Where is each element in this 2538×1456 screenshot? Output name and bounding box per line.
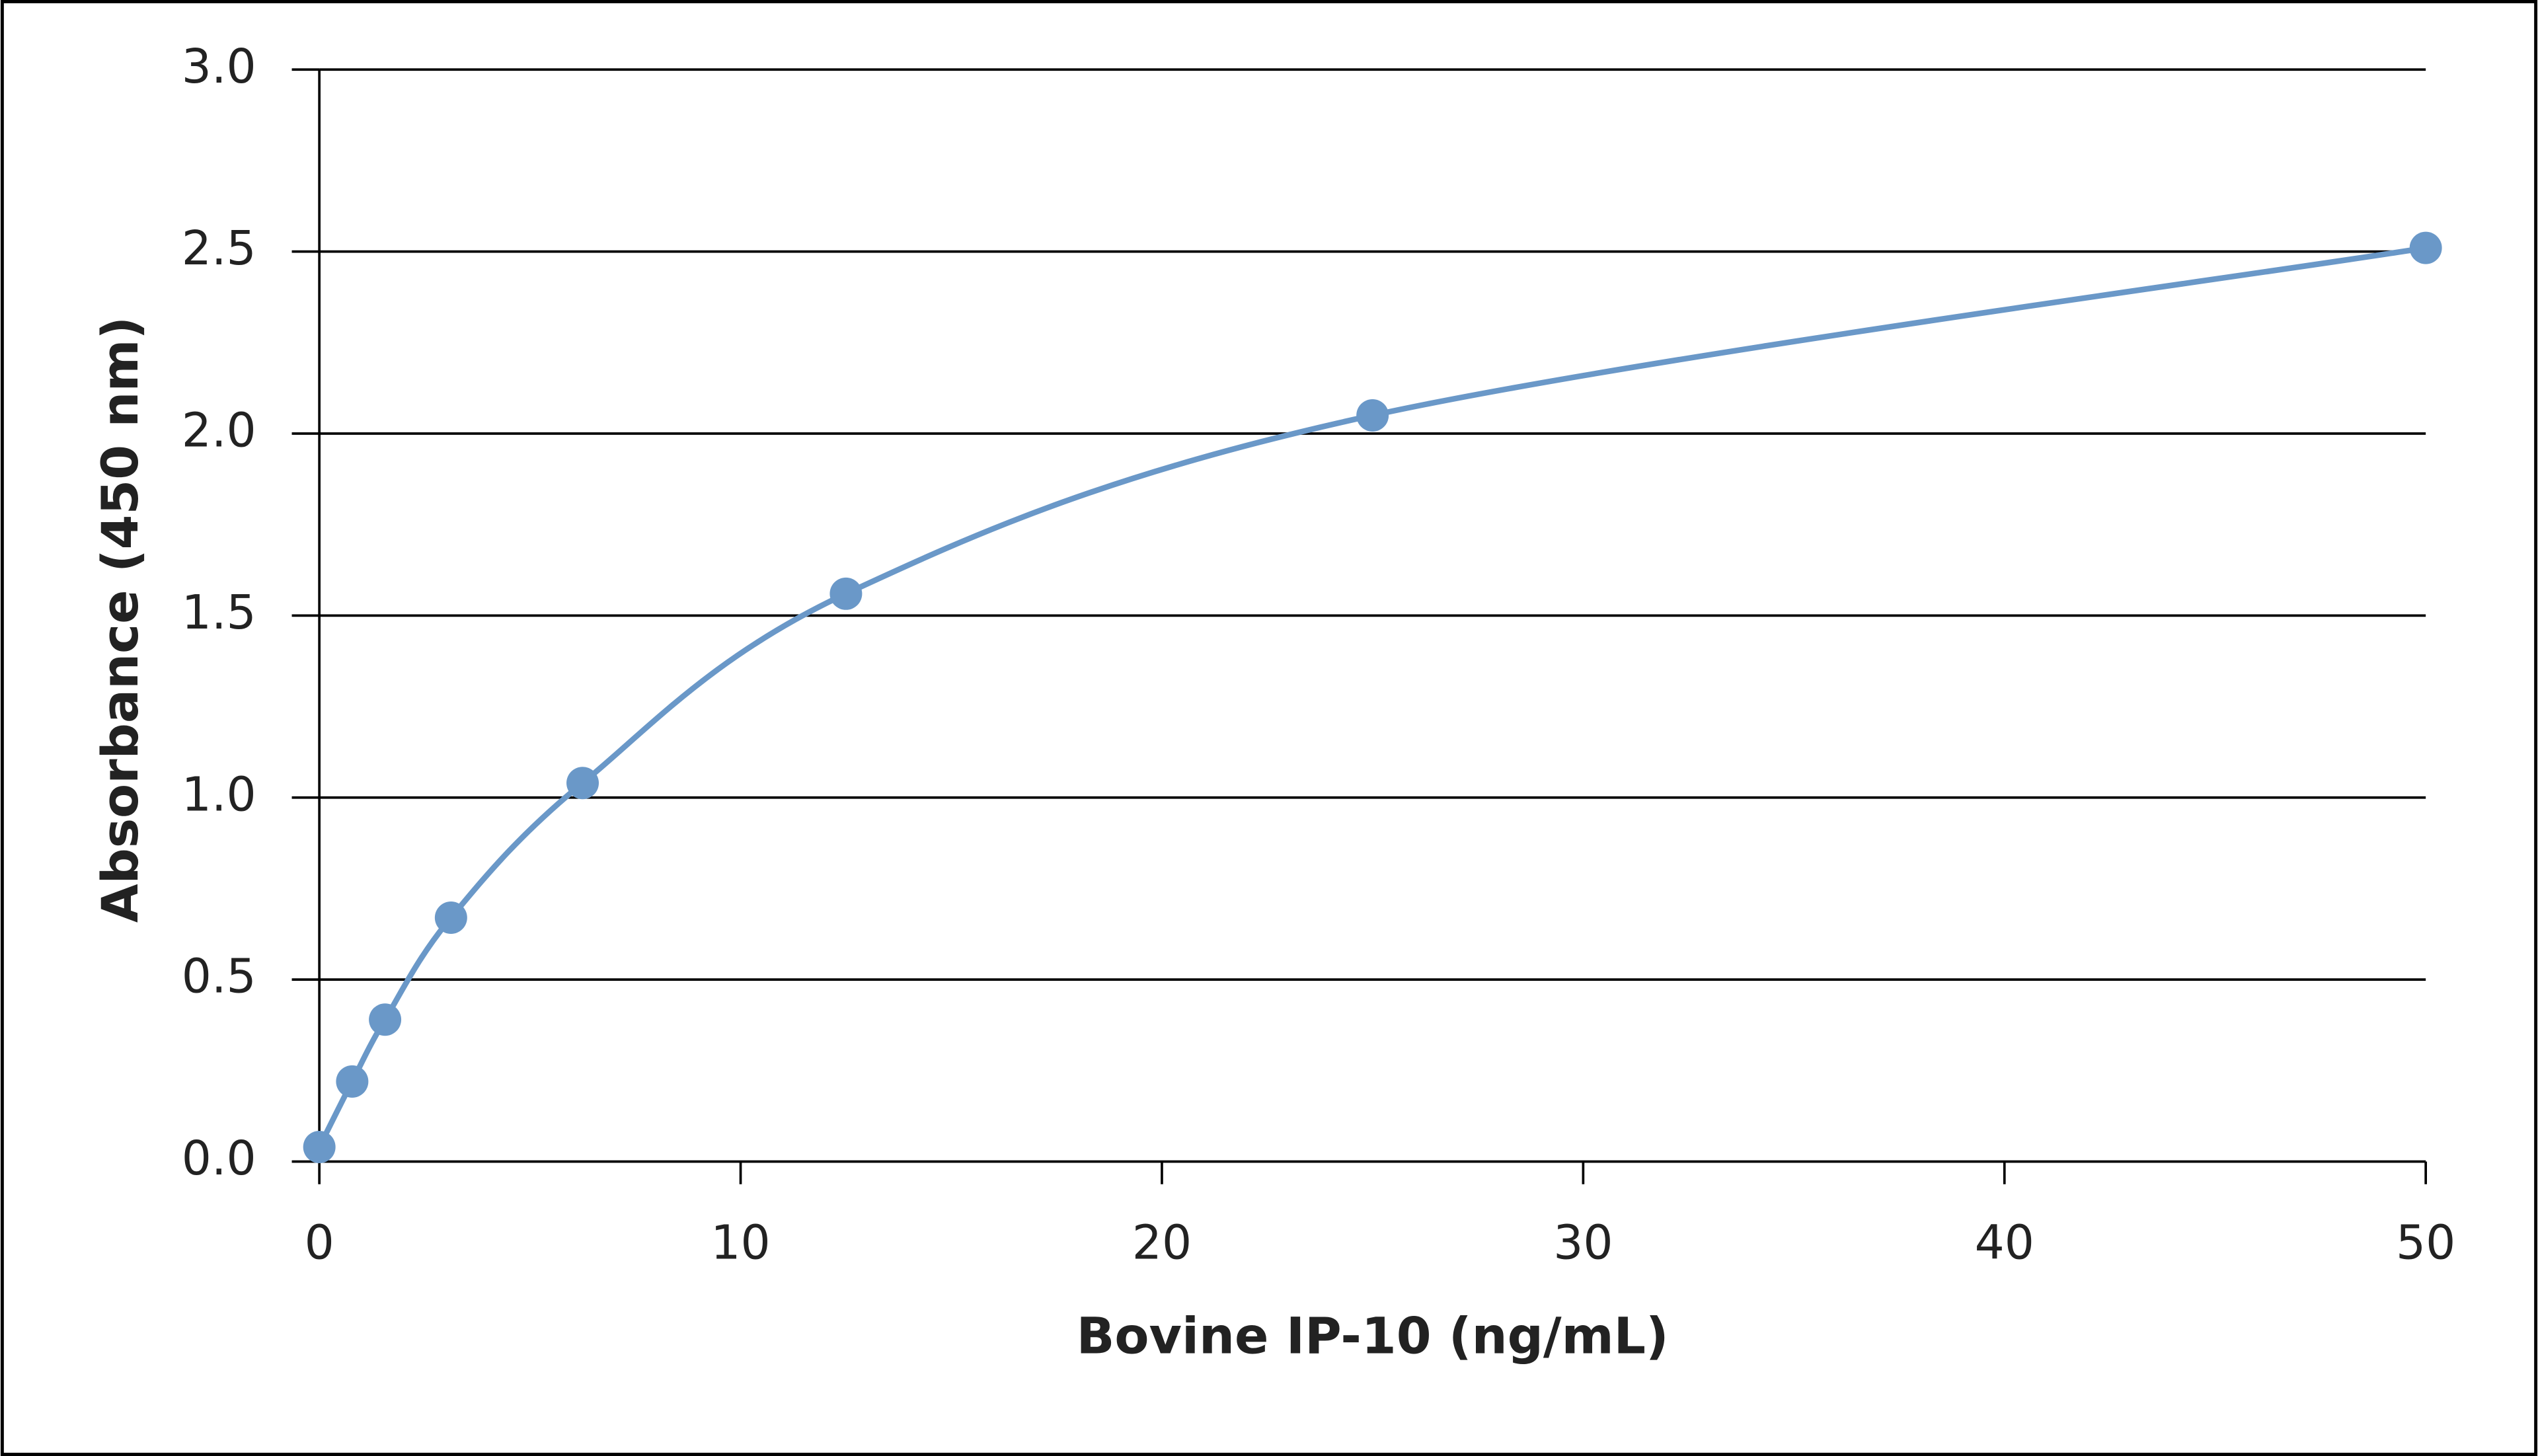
x-tick-label: 20	[1132, 1215, 1192, 1270]
data-point	[829, 577, 863, 610]
data-point	[566, 767, 599, 800]
x-tick-label: 10	[711, 1215, 770, 1270]
data-point	[336, 1065, 369, 1098]
data-point	[303, 1130, 336, 1163]
x-tick-label: 0	[305, 1215, 334, 1270]
x-tick-label: 40	[1975, 1215, 2034, 1270]
data-point	[434, 901, 467, 934]
y-axis-title: Absorbance (450 nm)	[91, 317, 149, 923]
y-tick-label: 2.5	[182, 221, 256, 276]
data-point	[2409, 231, 2442, 264]
x-tick-label: 30	[1553, 1215, 1613, 1270]
data-point	[369, 1003, 402, 1036]
y-tick-label: 1.0	[182, 767, 256, 822]
y-tick-label: 2.0	[182, 403, 256, 458]
x-axis-title: Bovine IP-10 (ng/mL)	[1077, 1307, 1669, 1365]
y-tick-label: 1.5	[182, 585, 256, 640]
data-point	[1356, 399, 1389, 432]
x-tick-label: 50	[2396, 1215, 2455, 1270]
y-tick-label: 3.0	[182, 39, 256, 94]
y-tick-label: 0.0	[182, 1131, 256, 1186]
y-tick-label: 0.5	[182, 949, 256, 1004]
